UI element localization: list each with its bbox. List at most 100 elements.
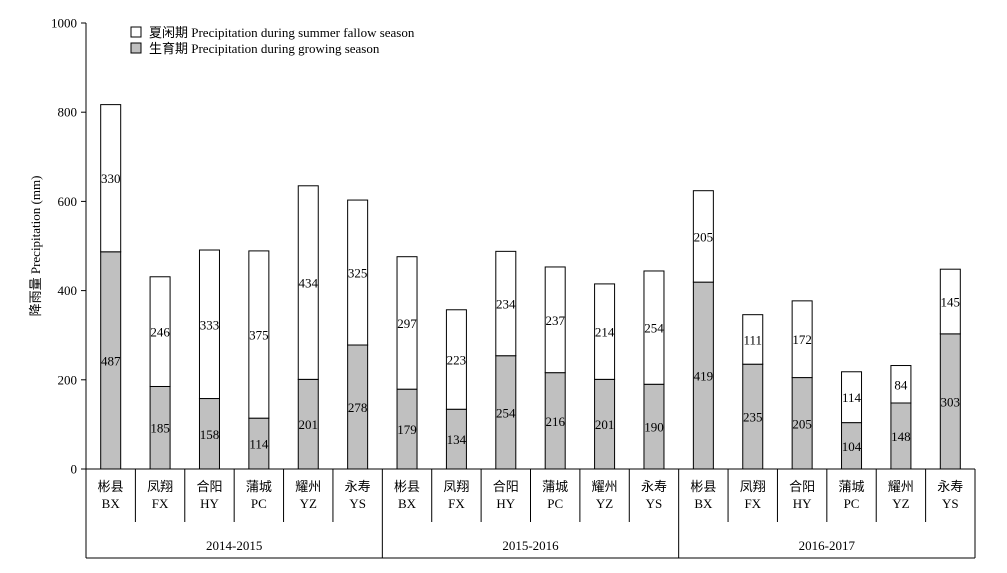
bar-summer xyxy=(939,268,961,335)
data-label-growing: 201 xyxy=(595,417,615,432)
bar-summer xyxy=(149,276,171,387)
y-axis: 0 200 400 600 800 1000 降雨量 Precipitation (mm) xyxy=(28,16,87,477)
x-site-label-cn: 合阳 xyxy=(196,479,222,494)
data-label-growing: 148 xyxy=(891,429,911,444)
legend-swatch-growing xyxy=(130,42,142,54)
legend-label-summer: 夏闲期 Precipitation during summer fallow s… xyxy=(149,25,415,40)
x-site-label-en: FX xyxy=(152,496,169,511)
x-site-label-cn: 耀州 xyxy=(888,479,914,494)
legend-swatch-summer xyxy=(130,26,142,38)
y-tick-label: 0 xyxy=(71,462,78,477)
x-site-label-cn: 合阳 xyxy=(789,479,815,494)
x-site-label-en: BX xyxy=(694,496,713,511)
x-group-label: 2015-2016 xyxy=(502,538,559,553)
data-label-growing: 134 xyxy=(447,432,467,447)
x-site-label-cn: 凤翔 xyxy=(443,479,469,494)
x-site-label-cn: 永寿 xyxy=(937,479,963,494)
x-site-label-en: HY xyxy=(496,496,515,511)
y-tick-label: 1000 xyxy=(51,16,77,31)
y-tick-label: 800 xyxy=(58,105,78,120)
data-label-summer: 246 xyxy=(150,325,170,340)
x-site-label-cn: 永寿 xyxy=(641,479,667,494)
bar-summer xyxy=(643,270,665,385)
x-site-label-cn: 耀州 xyxy=(592,479,618,494)
x-site-label-en: HY xyxy=(200,496,219,511)
x-site-label-en: BX xyxy=(102,496,121,511)
legend-label-growing: 生育期 Precipitation during growing season xyxy=(149,41,380,56)
x-site-label-cn: 永寿 xyxy=(345,479,371,494)
data-label-growing: 185 xyxy=(150,421,170,436)
data-label-summer: 333 xyxy=(200,317,220,332)
data-label-summer: 84 xyxy=(894,377,908,392)
x-site-label-en: HY xyxy=(793,496,812,511)
bar-summer xyxy=(396,256,418,390)
data-label-summer: 205 xyxy=(694,229,714,244)
bar-summer xyxy=(248,250,270,419)
bar-summer xyxy=(347,199,369,346)
x-site-label-en: PC xyxy=(251,496,267,511)
x-site-label-cn: 蒲城 xyxy=(542,479,568,494)
data-label-growing: 278 xyxy=(348,400,368,415)
x-site-label-cn: 彬县 xyxy=(394,479,420,494)
data-label-summer: 237 xyxy=(545,313,565,328)
y-tick-label: 600 xyxy=(58,194,78,209)
x-site-label-en: BX xyxy=(398,496,417,511)
data-label-summer: 325 xyxy=(348,266,368,281)
data-label-growing: 205 xyxy=(792,416,812,431)
bar-summer xyxy=(100,104,122,253)
data-label-summer: 111 xyxy=(743,332,762,347)
y-tick-label: 400 xyxy=(58,283,78,298)
data-label-growing: 254 xyxy=(496,405,516,420)
data-label-summer: 145 xyxy=(941,295,961,310)
data-label-summer: 172 xyxy=(792,332,812,347)
y-tick-label: 200 xyxy=(58,372,78,387)
x-group-label: 2016-2017 xyxy=(799,538,856,553)
x-site-label-en: YS xyxy=(646,496,663,511)
bar-summer xyxy=(692,190,714,283)
x-site-label-cn: 凤翔 xyxy=(740,479,766,494)
x-site-label-en: YS xyxy=(349,496,366,511)
legend: 夏闲期 Precipitation during summer fallow s… xyxy=(130,25,415,56)
x-site-label-cn: 耀州 xyxy=(295,479,321,494)
x-site-label-cn: 凤翔 xyxy=(147,479,173,494)
x-site-label-cn: 蒲城 xyxy=(246,479,272,494)
data-label-growing: 303 xyxy=(941,394,961,409)
bar-summer xyxy=(791,300,813,379)
data-label-summer: 234 xyxy=(496,297,516,312)
x-site-label-en: YZ xyxy=(300,496,317,511)
bar-summer xyxy=(742,314,764,365)
data-label-summer: 297 xyxy=(397,316,417,331)
data-label-growing: 179 xyxy=(397,422,417,437)
data-label-summer: 214 xyxy=(595,325,615,340)
x-site-label-cn: 彬县 xyxy=(98,479,124,494)
bars: 487 330 185 246 158 333 114 375 201 434 278 325 179 2… xyxy=(100,104,961,470)
x-site-label-cn: 彬县 xyxy=(690,479,716,494)
data-label-growing: 190 xyxy=(644,420,664,435)
data-label-growing: 216 xyxy=(545,414,565,429)
data-label-growing: 114 xyxy=(249,437,269,452)
data-label-growing: 104 xyxy=(842,439,862,454)
x-group-label: 2014-2015 xyxy=(206,538,262,553)
x-site-label-en: YZ xyxy=(892,496,909,511)
bar-summer xyxy=(841,371,863,424)
bar-summer xyxy=(445,309,467,410)
data-label-summer: 223 xyxy=(447,353,467,368)
x-site-label-cn: 合阳 xyxy=(493,479,519,494)
data-label-growing: 419 xyxy=(694,369,714,384)
bar-summer xyxy=(198,249,220,400)
x-site-label-en: FX xyxy=(448,496,465,511)
data-label-growing: 158 xyxy=(200,427,220,442)
x-site-label-en: FX xyxy=(744,496,761,511)
data-label-growing: 487 xyxy=(101,353,121,368)
bar-summer xyxy=(544,266,566,374)
x-site-label-en: PC xyxy=(844,496,860,511)
x-axis: 彬县 BX 凤翔 FX 合阳 HY 蒲城 PC 耀州 YZ 永寿 YS 彬县 BX 凤翔 FX 合阳 HY 蒲城 PC… xyxy=(85,468,976,559)
x-site-label-en: YS xyxy=(942,496,959,511)
data-label-summer: 114 xyxy=(842,390,862,405)
bar-summer xyxy=(297,185,319,380)
data-label-growing: 235 xyxy=(743,410,763,425)
x-site-label-en: YZ xyxy=(596,496,613,511)
data-label-summer: 330 xyxy=(101,171,121,186)
y-axis-label: 降雨量 Precipitation (mm) xyxy=(28,176,43,317)
